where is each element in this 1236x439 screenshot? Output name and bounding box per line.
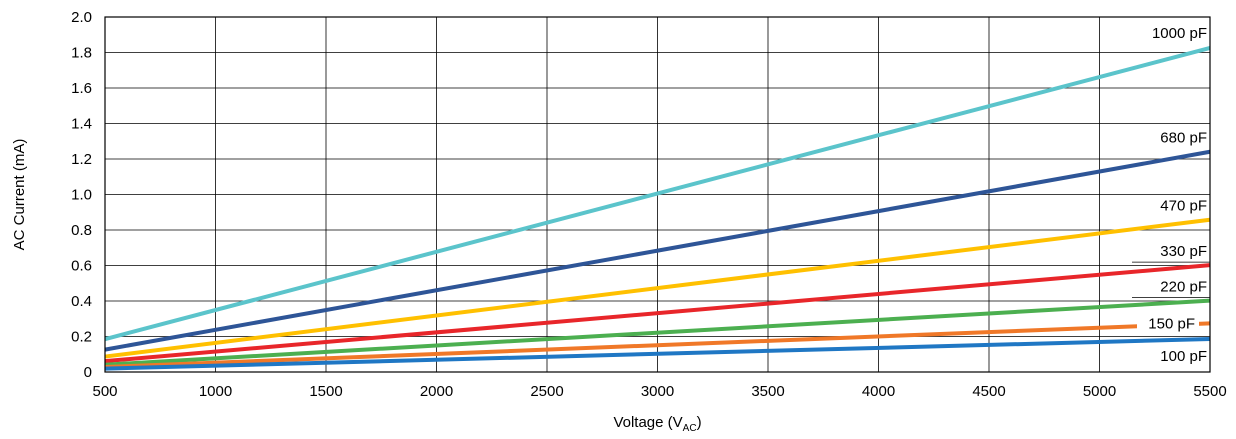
x-tick-label: 3500 [751, 383, 784, 400]
x-axis-title: Voltage (VAC) [613, 414, 701, 434]
series-label: 1000 pF [1152, 25, 1207, 42]
plot-frame [104, 16, 1211, 373]
x-tick-label: 500 [92, 383, 117, 400]
y-tick-label: 1.2 [71, 151, 92, 168]
series-lines [104, 45, 1211, 371]
x-tick-label: 1000 [199, 383, 232, 400]
series-label: 680 pF [1160, 130, 1207, 147]
y-tick-label: 0.2 [71, 329, 92, 346]
series-label: 220 pF [1160, 279, 1207, 296]
x-tick-label: 5000 [1083, 383, 1116, 400]
x-tick-label: 2000 [420, 383, 453, 400]
series-label: 330 pF [1160, 243, 1207, 260]
series-labels: 1000 pF 680 pF 470 pF 330 pF 220 pF 150 pF 100… [1132, 25, 1210, 365]
series-line [104, 321, 1211, 370]
y-tick-label: 0.4 [71, 293, 92, 310]
y-tick-label: 2.0 [71, 9, 92, 26]
y-tick-label: 0.8 [71, 222, 92, 239]
series-line [104, 336, 1211, 371]
x-tick-label: 2500 [530, 383, 563, 400]
y-tick-label: 1.0 [71, 187, 92, 204]
x-axis-title-close: ) [697, 414, 702, 431]
y-tick-label: 1.8 [71, 45, 92, 62]
series-line [104, 263, 1211, 364]
x-tick-label: 3000 [641, 383, 674, 400]
series-label: 150 pF [1148, 315, 1195, 332]
series-line [104, 45, 1211, 342]
y-tick-label: 1.4 [71, 116, 92, 133]
series-label: 100 pF [1160, 348, 1207, 365]
series-line [104, 149, 1211, 352]
x-tick-label: 4500 [972, 383, 1005, 400]
y-tick-label: 0 [84, 364, 92, 381]
y-axis-title: AC Current (mA) [11, 139, 28, 251]
series-line [104, 217, 1211, 359]
series-label-background [1137, 313, 1199, 334]
x-tick-label: 1500 [309, 383, 342, 400]
x-tick-label: 5500 [1193, 383, 1226, 400]
x-tick-label: 4000 [862, 383, 895, 400]
series-label: 470 pF [1160, 198, 1207, 215]
x-axis-title-subscript: AC [683, 423, 697, 434]
y-tick-label: 1.6 [71, 80, 92, 97]
y-tick-labels: 0 0.2 0.4 0.6 0.8 1.0 1.2 1.4 1.6 1.8 2.0 [71, 9, 92, 381]
x-axis-title-main: Voltage (V [613, 414, 682, 431]
y-tick-label: 0.6 [71, 258, 92, 275]
x-tick-labels: 500 1000 1500 2000 2500 3000 3500 4000 4500 5000 5… [92, 383, 1226, 400]
series-line [104, 298, 1211, 367]
